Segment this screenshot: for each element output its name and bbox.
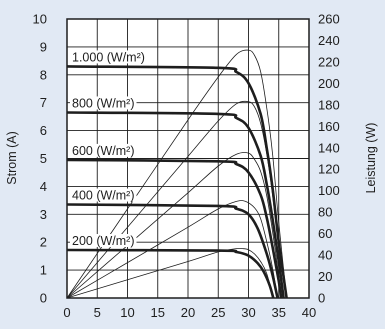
y-right-tick-label: 180 bbox=[318, 97, 340, 112]
curve-labels: 1.000 (W/m²) 800 (W/m²) 600 (W/m²) 400 (W/m… bbox=[70, 50, 147, 248]
x-tick-label: 5 bbox=[94, 305, 101, 320]
irradiance-label-bg bbox=[70, 96, 137, 110]
x-tick-label: 40 bbox=[302, 305, 316, 320]
y-right-tick-label: 120 bbox=[318, 162, 340, 177]
y-left-tick-label: 6 bbox=[40, 123, 47, 138]
irradiance-label: 600 (W/m²) bbox=[72, 144, 135, 158]
current-curve bbox=[66, 65, 288, 299]
y-left-tick-label: 5 bbox=[40, 151, 47, 166]
y-right-tick-label: 220 bbox=[318, 54, 340, 69]
irradiance-label-bg bbox=[70, 50, 147, 64]
y-right-tick-label: 160 bbox=[318, 119, 340, 134]
y-right-tick-label: 240 bbox=[318, 33, 340, 48]
y-right-tick-label: 200 bbox=[318, 76, 340, 91]
current-curve bbox=[66, 248, 275, 299]
y-left-tick-label: 7 bbox=[40, 95, 47, 110]
y-right-tick-label: 100 bbox=[318, 183, 340, 198]
current-curves bbox=[66, 65, 288, 299]
y-left-tick-label: 0 bbox=[40, 291, 47, 306]
irradiance-label: 800 (W/m²) bbox=[72, 96, 135, 110]
y-left-axis-title: Strom (A) bbox=[5, 131, 19, 184]
y-left-tick-label: 3 bbox=[40, 207, 47, 222]
y-right-tick-label: 260 bbox=[318, 12, 340, 27]
x-tick-label: 20 bbox=[181, 305, 195, 320]
irradiance-label-bg bbox=[70, 188, 137, 202]
y-right-tick-label: 0 bbox=[318, 291, 325, 306]
x-tick-label: 10 bbox=[120, 305, 134, 320]
y-left-tick-label: 10 bbox=[33, 12, 47, 27]
irradiance-label-bg bbox=[70, 143, 137, 157]
y-right-tick-label: 20 bbox=[318, 269, 332, 284]
current-curve bbox=[66, 158, 283, 299]
y-right-tick-label: 80 bbox=[318, 205, 332, 220]
plot-frame bbox=[66, 18, 310, 299]
irradiance-label: 400 (W/m²) bbox=[72, 189, 135, 203]
current-curve bbox=[66, 203, 279, 299]
x-tick-label: 30 bbox=[241, 305, 255, 320]
y-left-tick-label: 8 bbox=[40, 67, 47, 82]
y-left-tick-label: 2 bbox=[40, 235, 47, 250]
power-curve bbox=[66, 200, 278, 299]
y-right-tick-label: 40 bbox=[318, 248, 332, 263]
irradiance-label-bg bbox=[70, 234, 137, 248]
y-right-tick-label: 60 bbox=[318, 226, 332, 241]
y-left-tick-label: 9 bbox=[40, 39, 47, 54]
ticks: 0 5 10 15 20 25 30 35 40012345678910020406080100… bbox=[33, 12, 340, 321]
y-left-tick-label: 4 bbox=[40, 179, 47, 194]
x-tick-label: 35 bbox=[272, 305, 286, 320]
x-tick-label: 25 bbox=[211, 305, 225, 320]
y-right-axis-title: Leistung (W) bbox=[364, 123, 378, 194]
irradiance-label: 1.000 (W/m²) bbox=[72, 50, 145, 64]
x-tick-label: 0 bbox=[63, 305, 70, 320]
x-tick-label: 15 bbox=[151, 305, 165, 320]
y-left-tick-label: 1 bbox=[40, 263, 47, 278]
power-curve bbox=[66, 247, 274, 299]
current-curve bbox=[66, 111, 285, 299]
irradiance-label: 200 (W/m²) bbox=[72, 234, 135, 248]
y-right-tick-label: 140 bbox=[318, 140, 340, 155]
